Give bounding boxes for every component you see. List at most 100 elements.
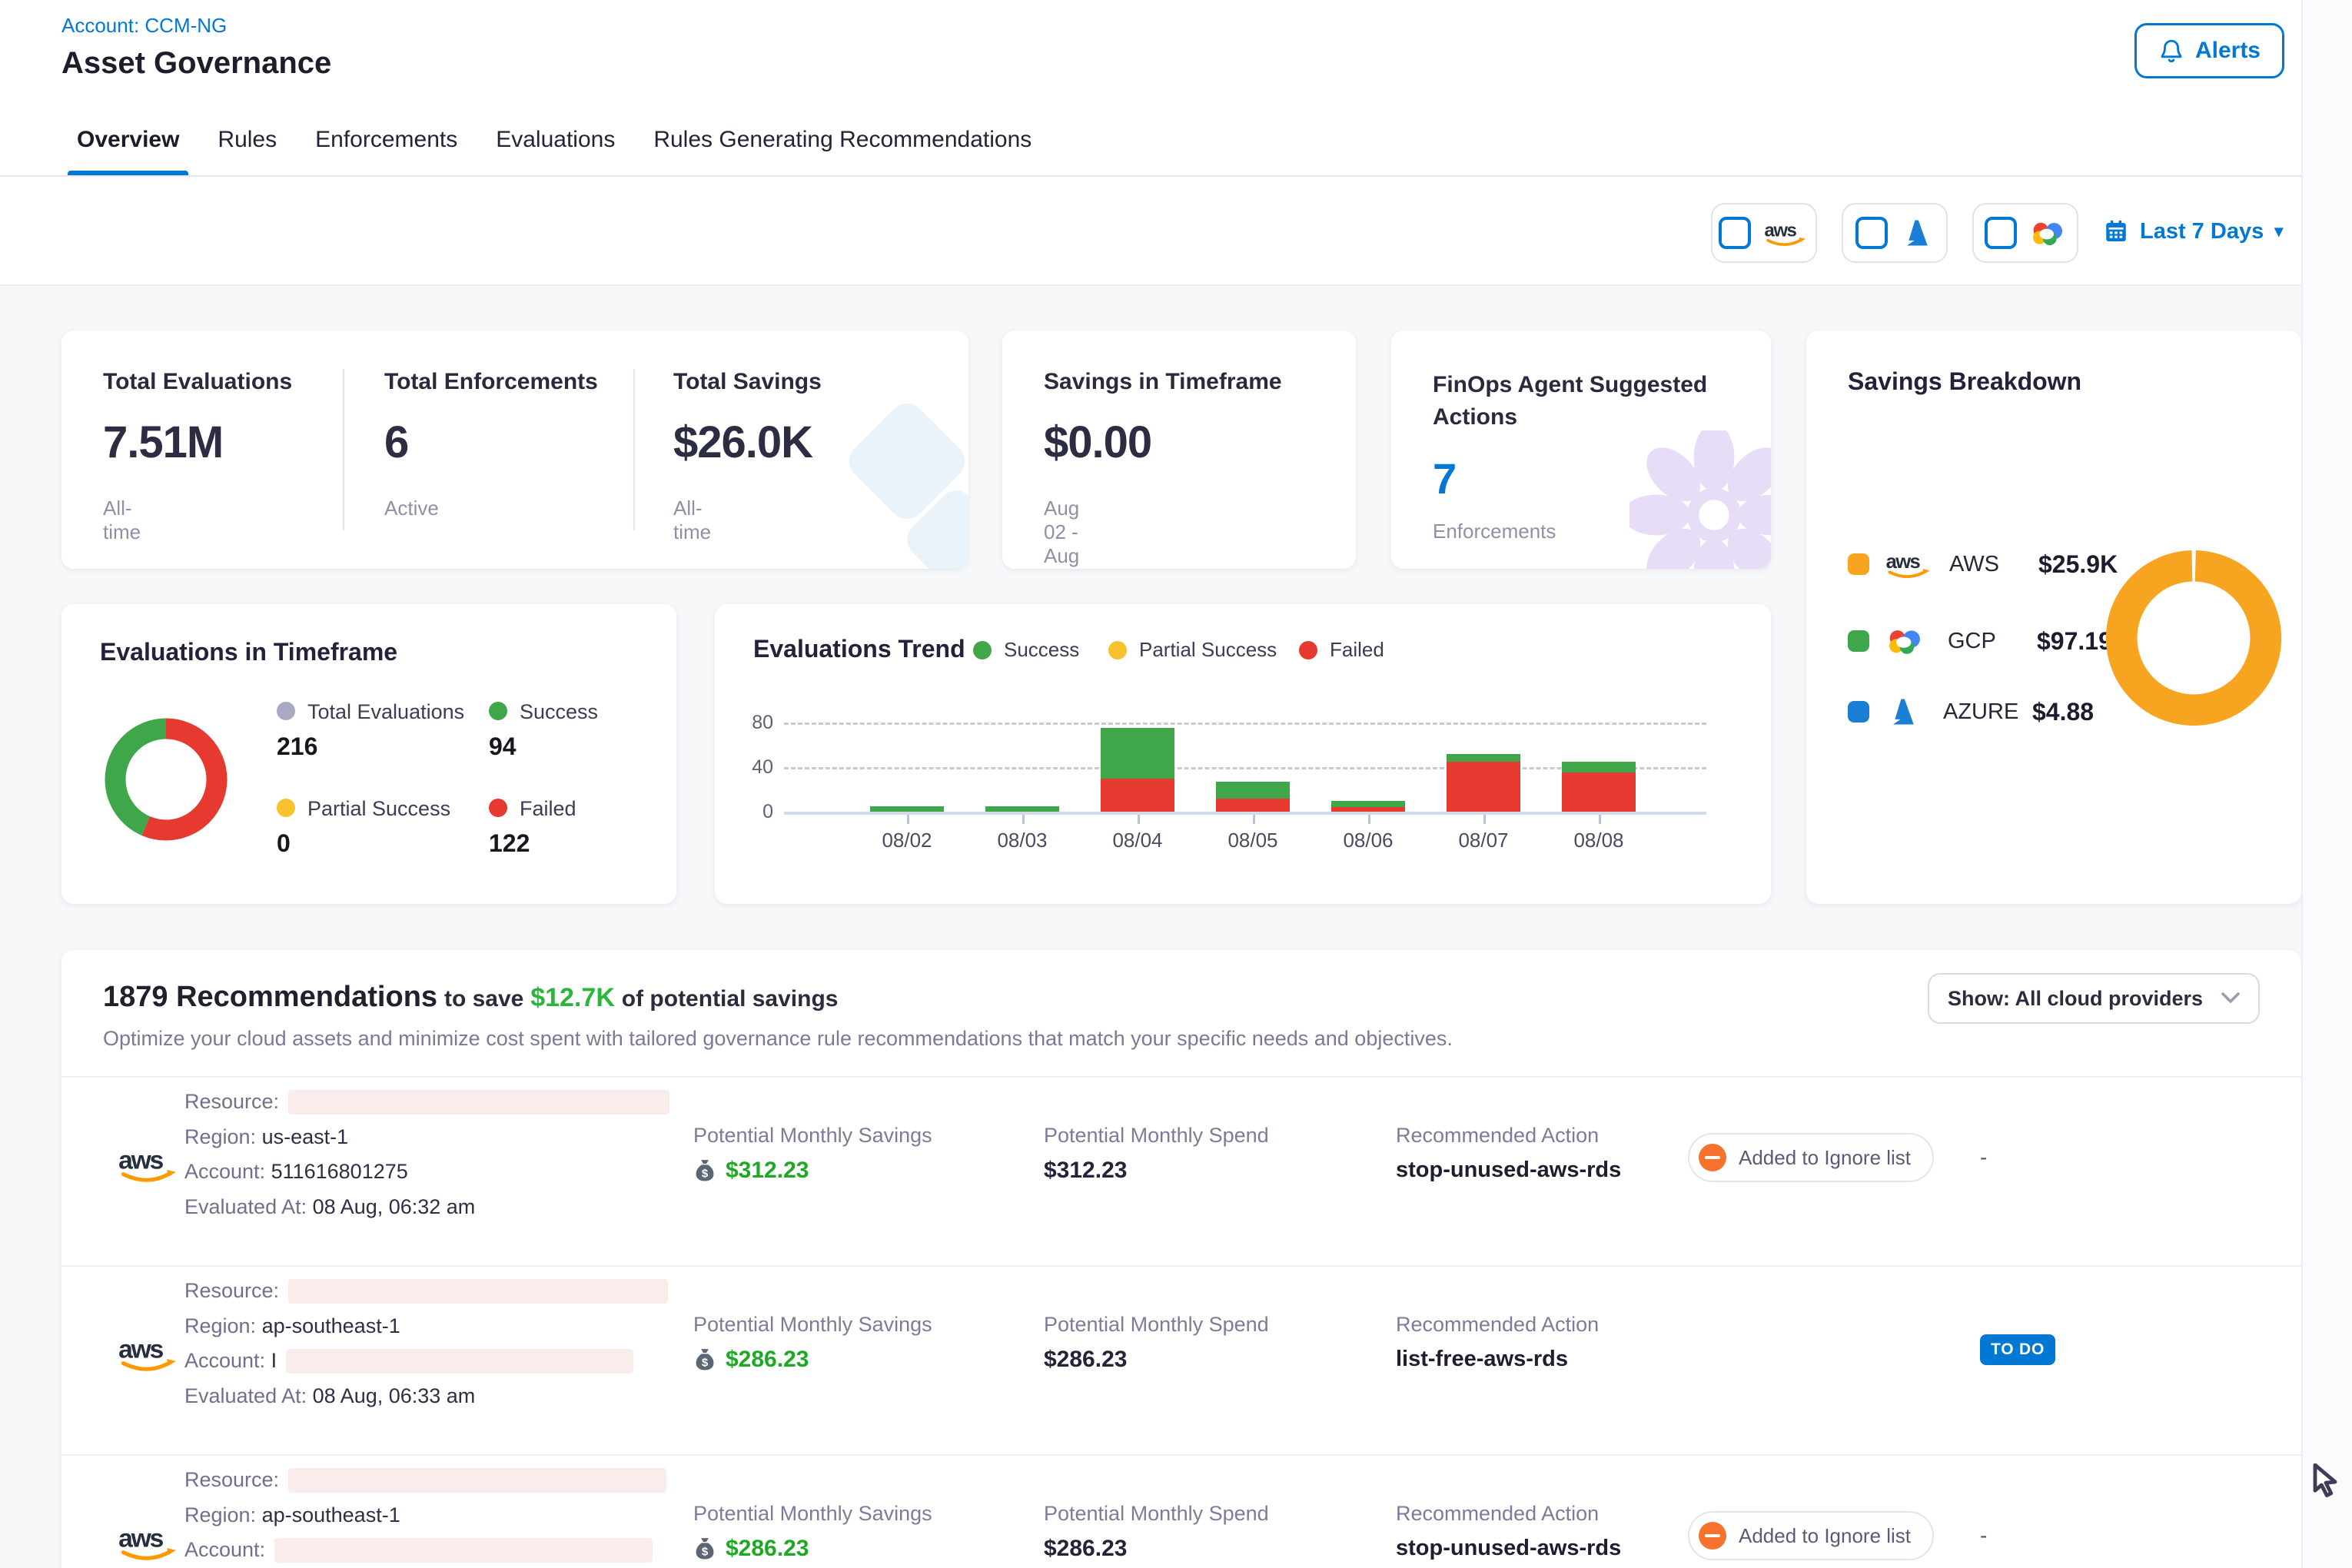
spend-column-label: Potential Monthly Spend: [1044, 1502, 1269, 1526]
date-range-label: Last 7 Days: [2140, 219, 2264, 244]
gcp-logo-icon: [1885, 625, 1925, 657]
x-tick: [1253, 815, 1255, 824]
minus-circle-icon: [1699, 1144, 1726, 1171]
money-bag-icon: [693, 1348, 716, 1371]
tab-evaluations[interactable]: Evaluations: [496, 105, 615, 175]
legend-item-failed: Failed 122: [489, 793, 576, 858]
total-evaluations-label: Total Evaluations: [103, 369, 292, 395]
legend-value: 0: [277, 829, 450, 858]
y-tick-40: 40: [733, 756, 773, 779]
money-bag-icon: [693, 1537, 716, 1560]
total-enforcements-label: Total Enforcements: [384, 369, 598, 395]
recommended-action-value: stop-unused-aws-rds: [1396, 1158, 1621, 1183]
x-tick: [1599, 815, 1601, 824]
gcp-checkbox[interactable]: [1985, 217, 2017, 249]
trend-bar: [1101, 728, 1174, 812]
azure-color-chip: [1848, 701, 1869, 723]
savings-value: $312.23: [693, 1158, 809, 1184]
legend-label: GCP: [1948, 629, 2021, 654]
tab-rules[interactable]: Rules: [218, 105, 277, 175]
recommendations-header: 1879 Recommendations to save $12.7K of p…: [103, 981, 838, 1014]
savings-in-timeframe-value: $0.00: [1044, 417, 1151, 468]
finops-agent-card: FinOps Agent Suggested Actions 7 Enforce…: [1391, 331, 1771, 569]
total-evaluations-value: 7.51M: [103, 417, 223, 468]
x-tick-label: 08/07: [1437, 829, 1530, 852]
total-enforcements-caption: Active: [384, 497, 439, 520]
table-row[interactable]: Resource: Region: us-east-1 Account: 511…: [61, 1076, 2301, 1265]
evaluations-in-timeframe-card: Evaluations in Timeframe Total Evaluatio…: [61, 604, 676, 904]
gridline-80: [784, 723, 1706, 725]
x-tick-label: 08/04: [1091, 829, 1184, 852]
savings-in-timeframe-card: Savings in Timeframe $0.00 Aug 02 - Aug …: [1002, 331, 1356, 569]
total-savings-caption: All-time: [673, 497, 711, 544]
totals-stat-card: Total Evaluations 7.51M All-time Total E…: [61, 331, 968, 569]
region-value: us-east-1: [262, 1125, 349, 1148]
x-tick-label: 08/05: [1207, 829, 1299, 852]
savings-value: $286.23: [693, 1347, 809, 1373]
assignee-placeholder: -: [1980, 1523, 1987, 1548]
x-tick-label: 08/02: [861, 829, 953, 852]
tab-rules-generating-recommendations[interactable]: Rules Generating Recommendations: [653, 105, 1031, 175]
tab-overview[interactable]: Overview: [77, 105, 179, 175]
evaluations-trend-card: Evaluations Trend Success Partial Succes…: [715, 604, 1771, 904]
save-prefix: to save: [444, 986, 523, 1012]
ignore-list-badge[interactable]: Added to Ignore list: [1688, 1511, 1934, 1560]
aws-logo-icon: [117, 1520, 181, 1563]
cloud-provider-filter-dropdown[interactable]: Show: All cloud providers: [1928, 973, 2260, 1024]
filter-bar: Last 7 Days ▾: [0, 177, 2352, 286]
spend-value: $286.23: [1044, 1536, 1127, 1562]
calendar-icon: [2103, 218, 2129, 244]
legend-value: 94: [489, 733, 598, 761]
legend-item-gcp: GCP $97.19: [1848, 623, 2112, 659]
tab-enforcements[interactable]: Enforcements: [315, 105, 457, 175]
trend-bar: [870, 806, 944, 812]
x-tick-label: 08/03: [976, 829, 1068, 852]
savings-column-label: Potential Monthly Savings: [693, 1124, 932, 1148]
trend-bar: [1331, 801, 1405, 812]
account-breadcrumb-link[interactable]: Account: CCM-NG: [61, 14, 227, 38]
legend-label: Total Evaluations: [307, 700, 464, 723]
azure-checkbox[interactable]: [1855, 217, 1888, 249]
resource-details: Resource: Region: ap-southeast-1 Account…: [184, 1279, 668, 1419]
evaluated-at-value: 08 Aug, 06:33 am: [313, 1384, 476, 1407]
recommendations-subtitle: Optimize your cloud assets and minimize …: [103, 1027, 1453, 1051]
table-row[interactable]: Resource: Region: ap-southeast-1 Account…: [61, 1265, 2301, 1454]
ignore-list-badge[interactable]: Added to Ignore list: [1688, 1133, 1934, 1182]
table-row[interactable]: Resource: Region: ap-southeast-1 Account…: [61, 1454, 2301, 1568]
resource-label: Resource:: [184, 1090, 279, 1113]
recommended-action-value: stop-unused-aws-rds: [1396, 1536, 1621, 1561]
recommended-action-value: list-free-aws-rds: [1396, 1347, 1568, 1372]
action-column-label: Recommended Action: [1396, 1313, 1599, 1337]
alerts-button-label: Alerts: [2195, 38, 2261, 64]
spend-column-label: Potential Monthly Spend: [1044, 1313, 1269, 1337]
savings-value: $286.23: [693, 1536, 809, 1562]
provider-filter-gcp[interactable]: [1972, 203, 2078, 263]
savings-breakdown-title: Savings Breakdown: [1848, 367, 2081, 396]
gcp-color-chip: [1848, 630, 1869, 652]
region-value: ap-southeast-1: [262, 1503, 400, 1526]
alerts-button[interactable]: Alerts: [2134, 23, 2284, 78]
finops-agent-label: FinOps Agent Suggested Actions: [1433, 369, 1709, 434]
legend-item-partial-success: Partial Success 0: [277, 793, 450, 858]
divider: [343, 369, 344, 530]
date-range-picker[interactable]: Last 7 Days ▾: [2103, 203, 2283, 260]
save-suffix: of potential savings: [622, 986, 839, 1012]
legend-item-total-evaluations: Total Evaluations 216: [277, 696, 464, 761]
evaluated-at-label: Evaluated At:: [184, 1195, 307, 1218]
aws-checkbox[interactable]: [1719, 217, 1751, 249]
aws-color-chip: [1848, 553, 1869, 575]
provider-filter-azure[interactable]: [1842, 203, 1948, 263]
legend-value: 216: [277, 733, 464, 761]
x-tick: [1022, 815, 1025, 824]
trend-bar: [1216, 782, 1290, 812]
evaluated-at-label: Evaluated At:: [184, 1384, 307, 1407]
todo-status-badge[interactable]: TO DO: [1980, 1334, 2055, 1365]
trend-bar: [1447, 754, 1520, 812]
finops-agent-caption: Enforcements: [1433, 520, 1556, 543]
money-bag-icon: [693, 1159, 716, 1182]
spend-value: $312.23: [1044, 1158, 1127, 1184]
bell-icon: [2158, 38, 2184, 64]
account-label: Account:: [184, 1538, 265, 1561]
legend-label: Success: [520, 700, 598, 723]
provider-filter-aws[interactable]: [1711, 203, 1817, 263]
